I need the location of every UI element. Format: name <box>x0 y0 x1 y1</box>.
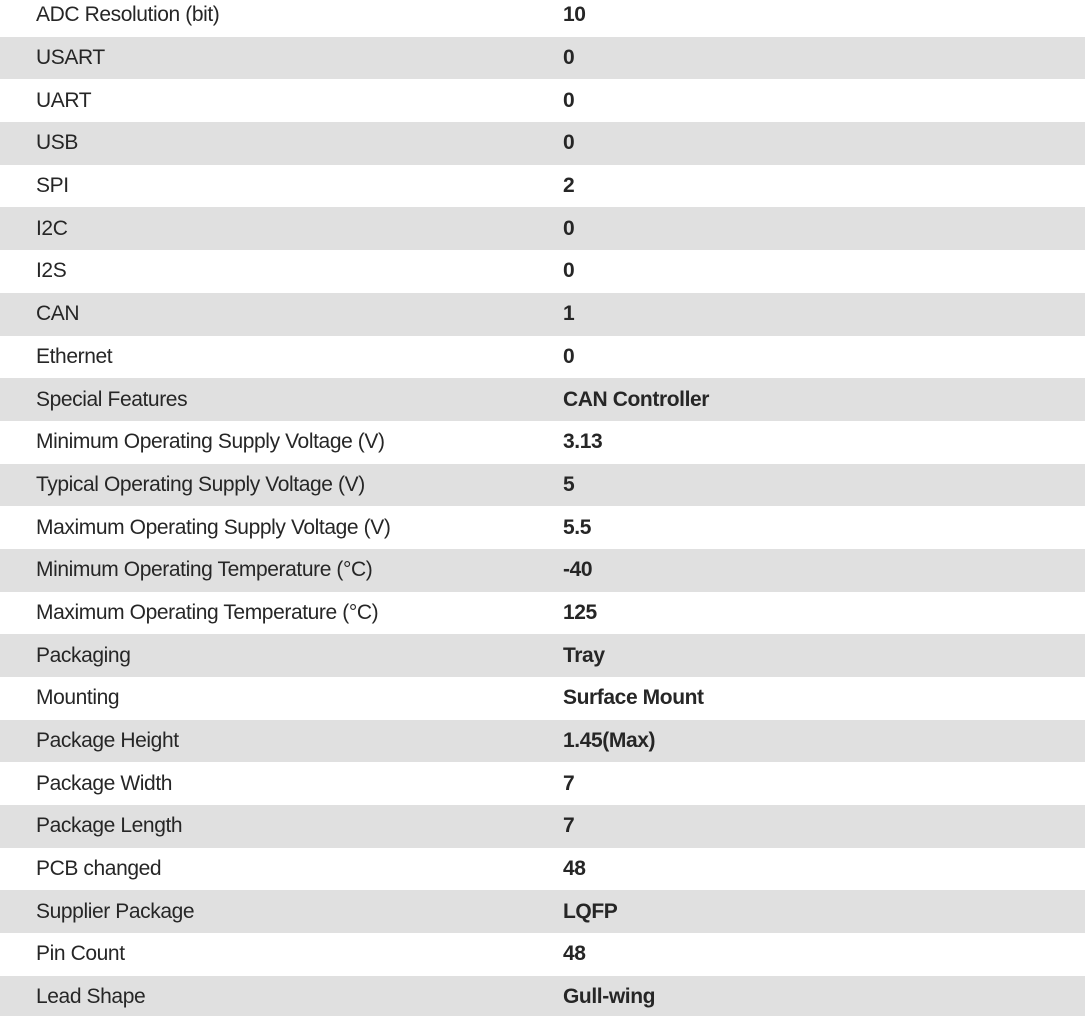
spec-value: 0 <box>563 122 1085 165</box>
spec-label: PCB changed <box>0 847 563 891</box>
table-row: Minimum Operating Temperature (°C) -40 <box>0 548 1085 592</box>
spec-value: Tray <box>563 634 1085 677</box>
table-row: Packaging Tray <box>0 634 1085 677</box>
spec-label: I2S <box>0 250 563 293</box>
table-row: ADC Resolution (bit) 10 <box>0 0 1085 37</box>
spec-value: 48 <box>563 933 1085 976</box>
spec-label: Packaging <box>0 634 563 677</box>
spec-value: 0 <box>563 79 1085 123</box>
table-row: Pin Count 48 <box>0 933 1085 976</box>
spec-value: 1.45(Max) <box>563 719 1085 763</box>
spec-value: 0 <box>563 36 1085 80</box>
spec-value: 48 <box>563 847 1085 891</box>
spec-value: Gull-wing <box>563 975 1085 1016</box>
table-row: Typical Operating Supply Voltage (V) 5 <box>0 463 1085 507</box>
table-row: Special Features CAN Controller <box>0 378 1085 421</box>
table-row: Package Length 7 <box>0 805 1085 848</box>
spec-value: 5 <box>563 463 1085 507</box>
table-row: Ethernet 0 <box>0 335 1085 379</box>
spec-label: Package Width <box>0 762 563 806</box>
spec-label: CAN <box>0 292 563 336</box>
spec-label: USB <box>0 122 563 165</box>
table-row: Maximum Operating Supply Voltage (V) 5.5 <box>0 506 1085 549</box>
table-row: USB 0 <box>0 122 1085 165</box>
spec-label: Minimum Operating Supply Voltage (V) <box>0 420 563 464</box>
spec-value: 1 <box>563 292 1085 336</box>
spec-label: ADC Resolution (bit) <box>0 0 563 37</box>
table-row: PCB changed 48 <box>0 847 1085 891</box>
table-row: USART 0 <box>0 36 1085 80</box>
spec-value: 0 <box>563 335 1085 379</box>
spec-label: Package Height <box>0 719 563 763</box>
spec-value: Surface Mount <box>563 677 1085 720</box>
spec-label: USART <box>0 36 563 80</box>
table-row: Package Width 7 <box>0 762 1085 806</box>
table-row: Minimum Operating Supply Voltage (V) 3.13 <box>0 420 1085 464</box>
table-row: CAN 1 <box>0 292 1085 336</box>
spec-value: LQFP <box>563 890 1085 934</box>
spec-value: 7 <box>563 762 1085 806</box>
spec-label: Lead Shape <box>0 975 563 1016</box>
spec-value: 125 <box>563 591 1085 635</box>
table-row: SPI 2 <box>0 164 1085 208</box>
spec-label: SPI <box>0 164 563 208</box>
spec-label: Special Features <box>0 378 563 421</box>
table-row: UART 0 <box>0 79 1085 123</box>
spec-label: Ethernet <box>0 335 563 379</box>
spec-value: 0 <box>563 250 1085 293</box>
spec-value: 10 <box>563 0 1085 37</box>
spec-value: CAN Controller <box>563 378 1085 421</box>
spec-value: 0 <box>563 207 1085 251</box>
spec-label: I2C <box>0 207 563 251</box>
table-row: Maximum Operating Temperature (°C) 125 <box>0 591 1085 635</box>
spec-label: Maximum Operating Temperature (°C) <box>0 591 563 635</box>
spec-label: UART <box>0 79 563 123</box>
table-row: I2C 0 <box>0 207 1085 251</box>
spec-label: Typical Operating Supply Voltage (V) <box>0 463 563 507</box>
table-row: Lead Shape Gull-wing <box>0 975 1085 1016</box>
spec-label: Supplier Package <box>0 890 563 934</box>
spec-value: 5.5 <box>563 506 1085 549</box>
table-row: Package Height 1.45(Max) <box>0 719 1085 763</box>
spec-label: Minimum Operating Temperature (°C) <box>0 548 563 592</box>
spec-value: 3.13 <box>563 420 1085 464</box>
spec-label: Package Length <box>0 805 563 848</box>
table-row: Mounting Surface Mount <box>0 677 1085 720</box>
table-row: I2S 0 <box>0 250 1085 293</box>
spec-label: Mounting <box>0 677 563 720</box>
spec-value: -40 <box>563 548 1085 592</box>
spec-label: Maximum Operating Supply Voltage (V) <box>0 506 563 549</box>
spec-value: 7 <box>563 805 1085 848</box>
table-row: Supplier Package LQFP <box>0 890 1085 934</box>
spec-value: 2 <box>563 164 1085 208</box>
spec-label: Pin Count <box>0 933 563 976</box>
